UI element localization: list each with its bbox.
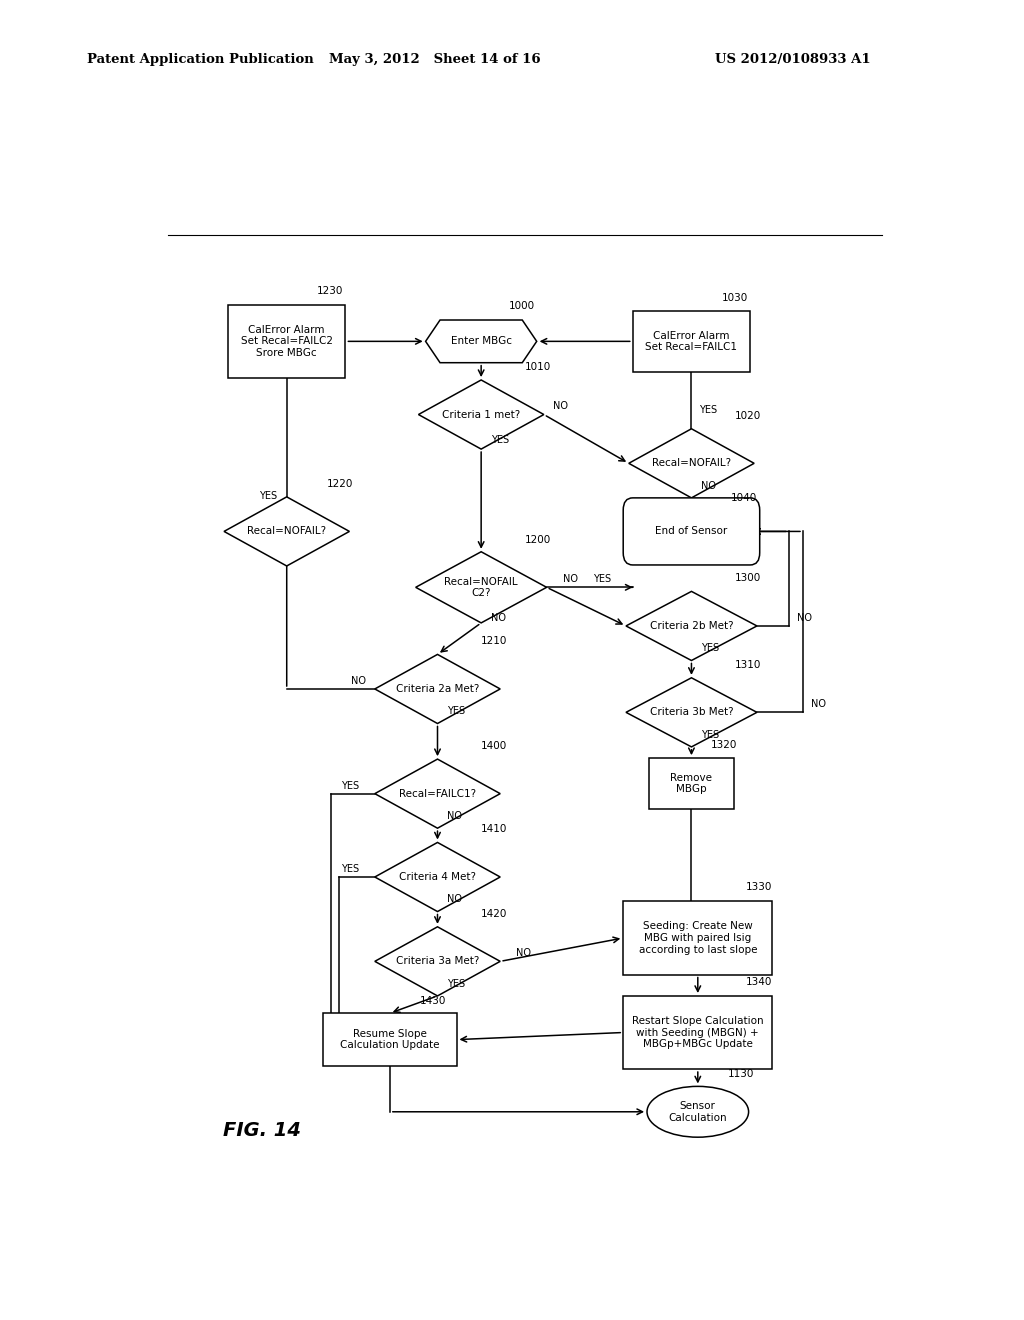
Text: Criteria 2b Met?: Criteria 2b Met? <box>649 620 733 631</box>
Polygon shape <box>626 677 757 747</box>
Text: 1340: 1340 <box>745 977 772 987</box>
Text: 1210: 1210 <box>481 636 508 647</box>
Text: NO: NO <box>797 612 812 623</box>
Polygon shape <box>626 591 757 660</box>
Text: YES: YES <box>701 730 719 739</box>
Text: Recal=NOFAIL?: Recal=NOFAIL? <box>247 527 327 536</box>
Text: NO: NO <box>447 895 462 904</box>
Text: Criteria 3b Met?: Criteria 3b Met? <box>649 708 733 717</box>
FancyBboxPatch shape <box>648 758 734 809</box>
Text: 1220: 1220 <box>327 479 353 488</box>
FancyBboxPatch shape <box>624 498 760 565</box>
Text: Restart Slope Calculation
with Seeding (MBGN) +
MBGp+MBGc Update: Restart Slope Calculation with Seeding (… <box>632 1016 764 1049</box>
Text: 1410: 1410 <box>481 824 508 834</box>
Polygon shape <box>419 380 544 449</box>
Text: Seeding: Create New
MBG with paired Isig
according to last slope: Seeding: Create New MBG with paired Isig… <box>639 921 757 954</box>
FancyBboxPatch shape <box>324 1014 457 1067</box>
Polygon shape <box>375 842 500 912</box>
Text: YES: YES <box>341 863 359 874</box>
Text: Criteria 3a Met?: Criteria 3a Met? <box>396 957 479 966</box>
Text: YES: YES <box>259 491 278 500</box>
FancyBboxPatch shape <box>633 312 751 372</box>
Polygon shape <box>629 429 754 498</box>
Polygon shape <box>375 927 500 995</box>
Text: 1040: 1040 <box>731 492 758 503</box>
Text: Recal=FAILC1?: Recal=FAILC1? <box>399 788 476 799</box>
Text: 1200: 1200 <box>524 535 551 545</box>
Text: YES: YES <box>490 436 509 445</box>
FancyBboxPatch shape <box>624 902 772 974</box>
Text: CalError Alarm
Set Recal=FAILC1: CalError Alarm Set Recal=FAILC1 <box>645 330 737 352</box>
Text: Remove
MBGp: Remove MBGp <box>671 772 713 795</box>
Text: YES: YES <box>593 574 611 585</box>
Text: Recal=NOFAIL
C2?: Recal=NOFAIL C2? <box>444 577 518 598</box>
Text: 1010: 1010 <box>524 362 551 372</box>
Text: 1230: 1230 <box>316 285 343 296</box>
Text: 1430: 1430 <box>420 997 446 1006</box>
Polygon shape <box>375 655 500 723</box>
Text: YES: YES <box>447 706 465 717</box>
Text: CalError Alarm
Set Recal=FAILC2
Srore MBGc: CalError Alarm Set Recal=FAILC2 Srore MB… <box>241 325 333 358</box>
Text: 1400: 1400 <box>481 741 508 751</box>
Text: 1330: 1330 <box>745 882 772 892</box>
Text: US 2012/0108933 A1: US 2012/0108933 A1 <box>715 53 870 66</box>
Polygon shape <box>426 319 537 363</box>
Text: 1000: 1000 <box>509 301 536 312</box>
Text: Sensor
Calculation: Sensor Calculation <box>669 1101 727 1122</box>
Text: NO: NO <box>701 480 716 491</box>
Text: 1420: 1420 <box>481 908 508 919</box>
Polygon shape <box>375 759 500 828</box>
Polygon shape <box>416 552 547 623</box>
Text: Enter MBGc: Enter MBGc <box>451 337 512 346</box>
Text: YES: YES <box>447 978 465 989</box>
Text: 1020: 1020 <box>735 411 762 421</box>
FancyBboxPatch shape <box>624 995 772 1069</box>
Text: NO: NO <box>811 700 826 709</box>
Text: Criteria 4 Met?: Criteria 4 Met? <box>399 873 476 882</box>
Text: NO: NO <box>553 401 568 412</box>
Text: Patent Application Publication: Patent Application Publication <box>87 53 313 66</box>
Text: FIG. 14: FIG. 14 <box>223 1121 301 1140</box>
Text: NO: NO <box>516 948 531 958</box>
Text: YES: YES <box>701 643 719 653</box>
Text: 1300: 1300 <box>735 573 762 583</box>
Text: Criteria 2a Met?: Criteria 2a Met? <box>396 684 479 694</box>
Ellipse shape <box>647 1086 749 1138</box>
Text: May 3, 2012   Sheet 14 of 16: May 3, 2012 Sheet 14 of 16 <box>330 53 541 66</box>
FancyBboxPatch shape <box>228 305 345 378</box>
Text: 1320: 1320 <box>712 741 737 750</box>
Text: Resume Slope
Calculation Update: Resume Slope Calculation Update <box>340 1028 439 1051</box>
Text: NO: NO <box>351 676 367 686</box>
Text: YES: YES <box>341 780 359 791</box>
Text: NO: NO <box>563 574 578 585</box>
Text: Criteria 1 met?: Criteria 1 met? <box>442 409 520 420</box>
Polygon shape <box>224 496 349 566</box>
Text: NO: NO <box>490 612 506 623</box>
Text: 1310: 1310 <box>735 660 762 669</box>
Text: End of Sensor: End of Sensor <box>655 527 728 536</box>
Text: 1130: 1130 <box>728 1069 755 1080</box>
Text: YES: YES <box>699 405 718 416</box>
Text: NO: NO <box>447 810 462 821</box>
Text: 1030: 1030 <box>722 293 748 302</box>
Text: Recal=NOFAIL?: Recal=NOFAIL? <box>652 458 731 469</box>
